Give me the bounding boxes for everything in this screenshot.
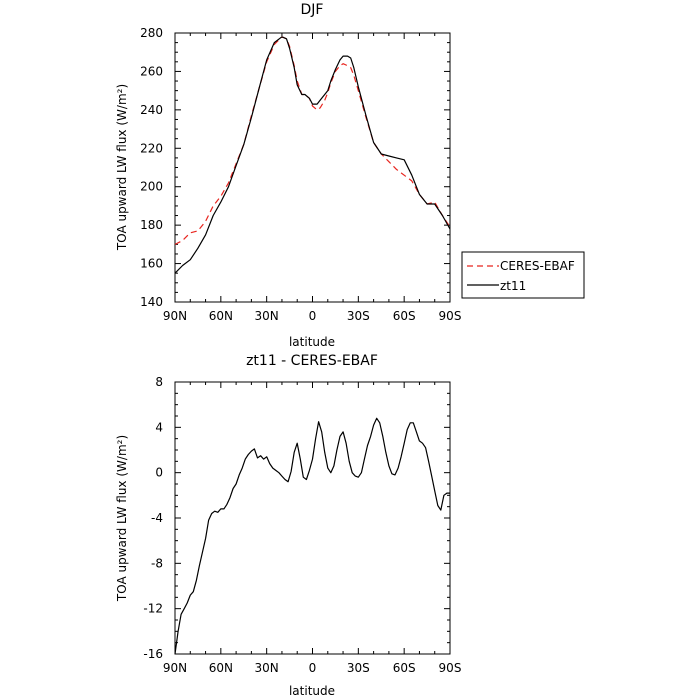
y-tick-label: 140 bbox=[140, 295, 163, 309]
y-axis-label-top: TOA upward LW flux (W/m²) bbox=[115, 84, 129, 251]
y-tick-label: 280 bbox=[140, 26, 163, 40]
y-tick-label: 180 bbox=[140, 218, 163, 232]
y-tick-label: 0 bbox=[155, 466, 163, 480]
y-tick-label: 240 bbox=[140, 103, 163, 117]
x-tick-label: 60S bbox=[393, 661, 416, 675]
y-tick-label: 8 bbox=[155, 375, 163, 389]
x-tick-label: 90N bbox=[163, 661, 187, 675]
series-line-difference bbox=[174, 417, 450, 655]
y-tick-label: -8 bbox=[151, 556, 163, 570]
series-line-ceres-ebaf bbox=[174, 36, 451, 245]
x-tick-label: 30S bbox=[347, 661, 370, 675]
x-tick-label: 0 bbox=[309, 309, 317, 323]
chart-title-top: DJF bbox=[301, 2, 324, 18]
x-tick-label: 30S bbox=[347, 309, 370, 323]
y-tick-label: -4 bbox=[151, 511, 163, 525]
x-tick-label: 30N bbox=[255, 661, 279, 675]
x-tick-label: 60N bbox=[209, 661, 233, 675]
x-tick-label: 90S bbox=[439, 309, 462, 323]
series-line-zt11 bbox=[174, 36, 451, 274]
x-tick-label: 0 bbox=[309, 661, 317, 675]
legend: CERES-EBAF zt11 bbox=[461, 251, 585, 299]
y-tick-label: 200 bbox=[140, 180, 163, 194]
legend-label-ceres: CERES-EBAF bbox=[500, 259, 575, 273]
x-tick-label: 30N bbox=[255, 309, 279, 323]
y-tick-label: 4 bbox=[155, 420, 163, 434]
x-axis-label-top: latitude bbox=[289, 335, 335, 349]
y-tick-label: 260 bbox=[140, 64, 163, 78]
chart-title-bottom: zt11 - CERES-EBAF bbox=[246, 353, 378, 369]
y-tick-label: 160 bbox=[140, 257, 163, 271]
panel-bottom: zt11 - CERES-EBAF latitude TOA upward LW… bbox=[115, 353, 461, 698]
y-tick-label: 220 bbox=[140, 141, 163, 155]
x-tick-label: 90N bbox=[163, 309, 187, 323]
y-axis-label-bottom: TOA upward LW flux (W/m²) bbox=[115, 435, 129, 602]
y-tick-label: -12 bbox=[143, 602, 163, 616]
x-tick-label: 60S bbox=[393, 309, 416, 323]
plot-frame bbox=[174, 32, 451, 303]
plot-frame bbox=[174, 381, 451, 655]
legend-box bbox=[461, 251, 585, 299]
x-tick-label: 90S bbox=[439, 661, 462, 675]
x-axis-label-bottom: latitude bbox=[289, 684, 335, 698]
panel-top: DJF latitude TOA upward LW flux (W/m²) C… bbox=[115, 2, 585, 349]
legend-label-zt11: zt11 bbox=[500, 279, 526, 293]
x-tick-label: 60N bbox=[209, 309, 233, 323]
y-tick-label: -16 bbox=[143, 647, 163, 661]
